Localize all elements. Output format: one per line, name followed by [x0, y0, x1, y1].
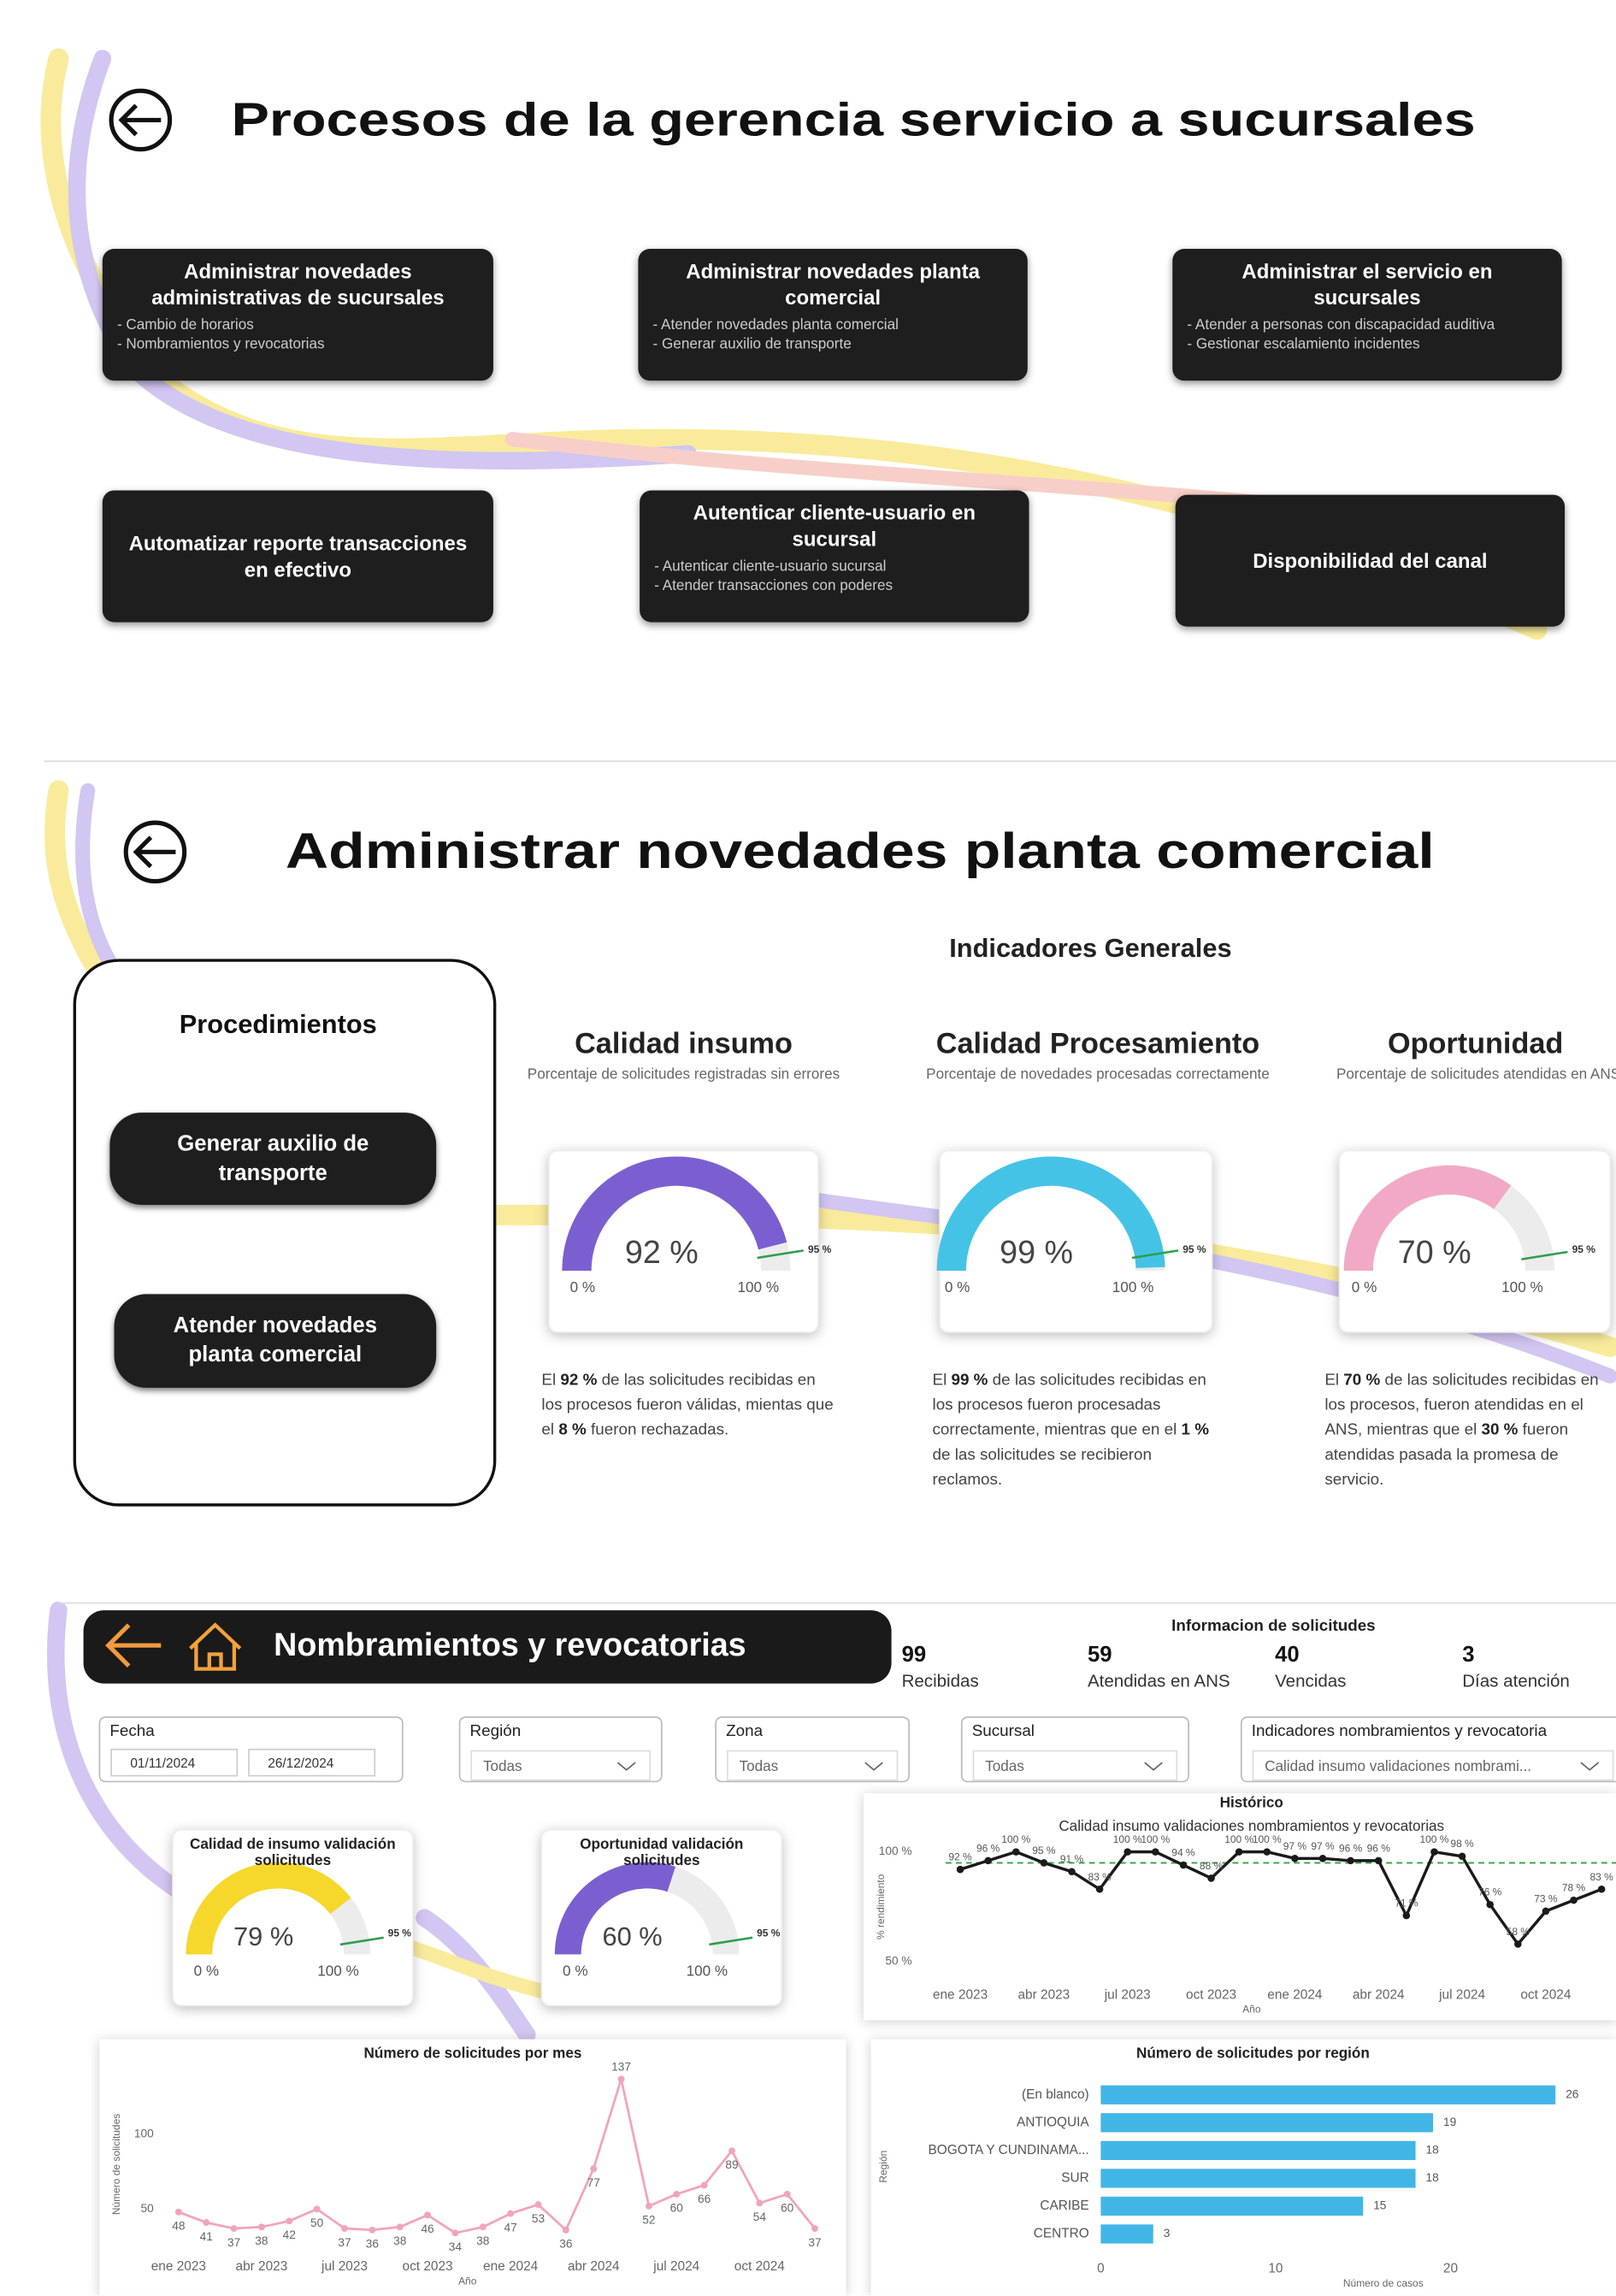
page: Dashboard html,body{margin:0;padding:0;w…: [0, 0, 1616, 2296]
gauge-description: El 70 % de las solicitudes recibidas en …: [1324, 1369, 1616, 1494]
description-part: 30 %: [1482, 1421, 1519, 1439]
card-item: - Atender transacciones con poderes: [654, 577, 1014, 596]
description-part: 99 %: [952, 1372, 988, 1390]
gauge-subtitle: Porcentaje de solicitudes registradas si…: [500, 1065, 866, 1084]
text-layer: Administrar novedades administrativas de…: [0, 0, 1616, 2295]
description-part: 92 %: [560, 1372, 597, 1390]
card-title: Administrar novedades planta comercial: [653, 257, 1013, 310]
card-items: - Atender novedades planta comercial- Ge…: [653, 316, 1013, 355]
procedure-button[interactable]: Generar auxilio de transporte: [109, 1113, 436, 1205]
description-part: El: [933, 1372, 952, 1390]
gauge-subtitle: Porcentaje de solicitudes atendidas en A…: [1324, 1065, 1616, 1084]
card-item: - Atender novedades planta comercial: [653, 316, 1013, 335]
process-card[interactable]: Administrar novedades administrativas de…: [103, 249, 493, 381]
card-title: Administrar el servicio en sucursales: [1187, 257, 1547, 310]
card-items: - Atender a personas con discapacidad au…: [1187, 316, 1547, 355]
gauge-title: Calidad de insumo validación solicitudes: [185, 1838, 401, 1870]
card-title: Administrar novedades administrativas de…: [117, 257, 479, 310]
card-title: Autenticar cliente-usuario en sucursal: [654, 499, 1014, 552]
gauge-title: Oportunidad validación solicitudes: [553, 1838, 770, 1870]
card-item: - Nombramientos y revocatorias: [117, 335, 479, 354]
gauge-description: El 92 % de las solicitudes recibidas en …: [541, 1369, 834, 1443]
card-item: - Autenticar cliente-usuario sucursal: [654, 558, 1014, 576]
process-card[interactable]: Disponibilidad del canal: [1176, 495, 1565, 627]
description-part: El: [1324, 1372, 1343, 1390]
card-item: - Cambio de horarios: [117, 316, 479, 335]
card-items: - Autenticar cliente-usuario sucursal- A…: [654, 558, 1014, 596]
card-item: - Gestionar escalamiento incidentes: [1187, 335, 1547, 354]
description-part: de las solicitudes se recibieron reclamo…: [933, 1446, 1152, 1489]
gauge-description: El 99 % de las solicitudes recibidas en …: [933, 1369, 1225, 1494]
description-part: 8 %: [558, 1421, 586, 1439]
process-card[interactable]: Autenticar cliente-usuario en sucursal - …: [640, 491, 1029, 623]
description-part: fueron rechazadas.: [587, 1421, 728, 1439]
card-item: - Generar auxilio de transporte: [653, 335, 1013, 354]
body: { "section1":{"title":"Procesos de la ge…: [0, 0, 1616, 2296]
screenshot: Procesos de la gerencia servicio a sucur…: [0, 0, 1616, 2295]
gauge-subtitle: Porcentaje de novedades procesadas corre…: [915, 1065, 1281, 1084]
description-part: 70 %: [1343, 1372, 1380, 1390]
card-item: - Atender a personas con discapacidad au…: [1187, 316, 1547, 335]
process-card[interactable]: Administrar novedades planta comercial - …: [638, 249, 1027, 381]
card-title: Disponibilidad del canal: [1253, 547, 1487, 574]
procedure-button[interactable]: Atender novedades planta comercial: [115, 1294, 437, 1388]
card-title: Automatizar reporte transacciones en efe…: [117, 530, 479, 583]
description-part: 1 %: [1182, 1421, 1209, 1439]
description-part: El: [541, 1372, 560, 1390]
process-card[interactable]: Automatizar reporte transacciones en efe…: [103, 491, 493, 623]
process-card[interactable]: Administrar el servicio en sucursales - A…: [1172, 249, 1561, 381]
card-items: - Cambio de horarios- Nombramientos y re…: [117, 316, 479, 355]
